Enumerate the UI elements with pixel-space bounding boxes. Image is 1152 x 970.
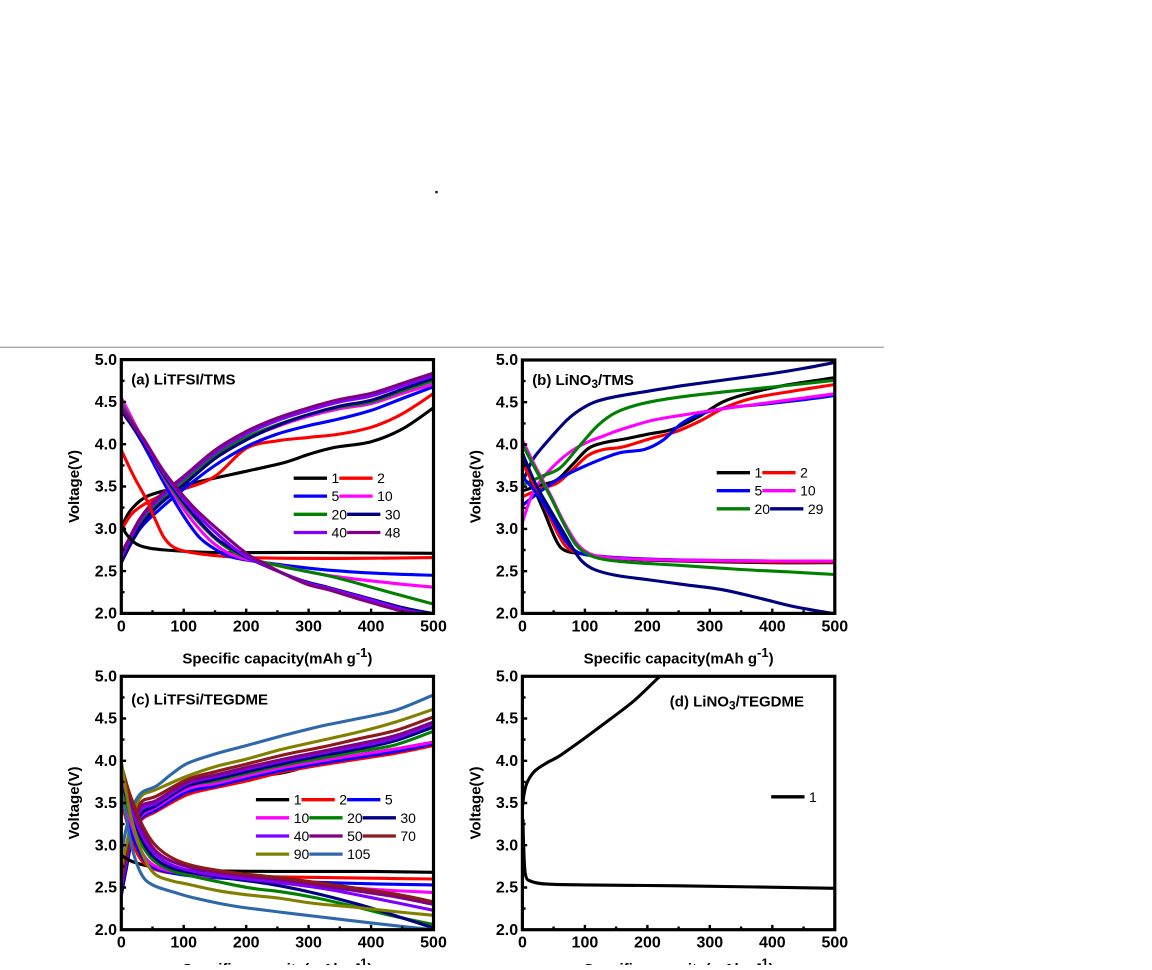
svg-text:2.0: 2.0: [95, 922, 117, 939]
svg-text:0: 0: [518, 618, 527, 635]
svg-text:Specific capacity(mAh g-1): Specific capacity(mAh g-1): [182, 956, 372, 966]
svg-text:100: 100: [170, 935, 197, 952]
svg-text:3.5: 3.5: [496, 795, 518, 812]
svg-text:Specific capacity(mAh g-1): Specific capacity(mAh g-1): [584, 645, 774, 668]
svg-text:5.0: 5.0: [95, 669, 117, 686]
svg-text:100: 100: [572, 618, 599, 635]
svg-text:3.5: 3.5: [95, 479, 117, 496]
svg-text:2.0: 2.0: [496, 922, 518, 939]
svg-text:Voltage(V): Voltage(V): [66, 766, 83, 839]
svg-text:400: 400: [358, 618, 385, 635]
svg-text:200: 200: [233, 935, 260, 952]
svg-text:0: 0: [117, 618, 126, 635]
svg-text:400: 400: [759, 935, 786, 952]
svg-text:4.5: 4.5: [95, 394, 117, 411]
svg-text:29: 29: [808, 501, 824, 517]
svg-text:5.0: 5.0: [95, 352, 117, 369]
svg-text:50: 50: [347, 828, 363, 844]
svg-text:Specific capacity(mAh g-1): Specific capacity(mAh g-1): [182, 645, 372, 668]
svg-text:4.0: 4.0: [95, 436, 117, 453]
svg-text:0: 0: [117, 935, 126, 952]
svg-text:300: 300: [696, 618, 723, 635]
svg-text:400: 400: [358, 935, 385, 952]
svg-text:3.5: 3.5: [496, 479, 518, 496]
svg-text:10: 10: [294, 810, 310, 826]
svg-text:4.0: 4.0: [496, 753, 518, 770]
svg-text:3.0: 3.0: [496, 837, 518, 854]
svg-text:1: 1: [332, 470, 340, 486]
svg-text:(b) LiNO3​/TMS: (b) LiNO3​/TMS: [532, 372, 634, 391]
svg-text:2.5: 2.5: [95, 880, 117, 897]
svg-text:4.5: 4.5: [95, 711, 117, 728]
svg-text:100: 100: [170, 618, 197, 635]
svg-text:Voltage(V): Voltage(V): [467, 766, 484, 839]
svg-text:5: 5: [385, 792, 393, 808]
svg-text:300: 300: [696, 935, 723, 952]
svg-text:4.0: 4.0: [95, 753, 117, 770]
svg-text:1: 1: [755, 465, 763, 481]
svg-text:40: 40: [332, 525, 348, 541]
svg-text:3.0: 3.0: [496, 521, 518, 538]
svg-text:Specific capacity(mAh g-1): Specific capacity(mAh g-1): [584, 956, 774, 966]
svg-text:300: 300: [295, 935, 322, 952]
svg-text:2.0: 2.0: [496, 606, 518, 623]
svg-text:2.5: 2.5: [496, 880, 518, 897]
svg-text:300: 300: [295, 618, 322, 635]
svg-text:(c) LiTFSi/TEGDME: (c) LiTFSi/TEGDME: [131, 692, 268, 709]
svg-text:1: 1: [809, 789, 817, 805]
svg-text:105: 105: [347, 846, 371, 862]
svg-text:0: 0: [518, 935, 527, 952]
svg-text:200: 200: [634, 618, 661, 635]
svg-text:2.5: 2.5: [496, 563, 518, 580]
svg-text:20: 20: [347, 810, 363, 826]
svg-text:200: 200: [233, 618, 260, 635]
svg-text:10: 10: [377, 488, 393, 504]
svg-text:5: 5: [332, 488, 340, 504]
svg-text:30: 30: [400, 810, 416, 826]
svg-text:3.5: 3.5: [95, 795, 117, 812]
svg-text:20: 20: [755, 501, 771, 517]
svg-text:4.5: 4.5: [496, 711, 518, 728]
svg-text:5.0: 5.0: [496, 352, 518, 369]
svg-text:200: 200: [634, 935, 661, 952]
svg-text:10: 10: [800, 483, 816, 499]
svg-text:500: 500: [821, 935, 848, 952]
svg-text:Voltage(V): Voltage(V): [66, 450, 83, 523]
svg-text:30: 30: [385, 506, 401, 522]
svg-text:4.5: 4.5: [496, 394, 518, 411]
svg-text:70: 70: [400, 828, 416, 844]
svg-text:(a) LiTFSI/TMS: (a) LiTFSI/TMS: [131, 372, 235, 389]
svg-text:40: 40: [294, 828, 310, 844]
svg-text:500: 500: [420, 935, 447, 952]
svg-text:1: 1: [294, 792, 302, 808]
svg-text:5.0: 5.0: [496, 669, 518, 686]
svg-text:2: 2: [339, 792, 347, 808]
svg-text:400: 400: [759, 618, 786, 635]
svg-text:2.5: 2.5: [95, 563, 117, 580]
svg-text:4.0: 4.0: [496, 437, 518, 454]
svg-text:100: 100: [572, 935, 599, 952]
svg-text:2: 2: [800, 465, 808, 481]
svg-text:90: 90: [294, 846, 310, 862]
svg-text:48: 48: [385, 525, 401, 541]
svg-text:3.0: 3.0: [95, 521, 117, 538]
svg-text:500: 500: [420, 618, 447, 635]
svg-text:20: 20: [332, 506, 348, 522]
svg-text:2: 2: [377, 470, 385, 486]
svg-text:Voltage(V): Voltage(V): [467, 450, 484, 523]
svg-text:3.0: 3.0: [95, 837, 117, 854]
svg-text:(d) LiNO3​/TEGDME: (d) LiNO3​/TEGDME: [670, 694, 804, 713]
svg-text:5: 5: [755, 483, 763, 499]
svg-text:2.0: 2.0: [95, 606, 117, 623]
svg-text:500: 500: [821, 618, 848, 635]
